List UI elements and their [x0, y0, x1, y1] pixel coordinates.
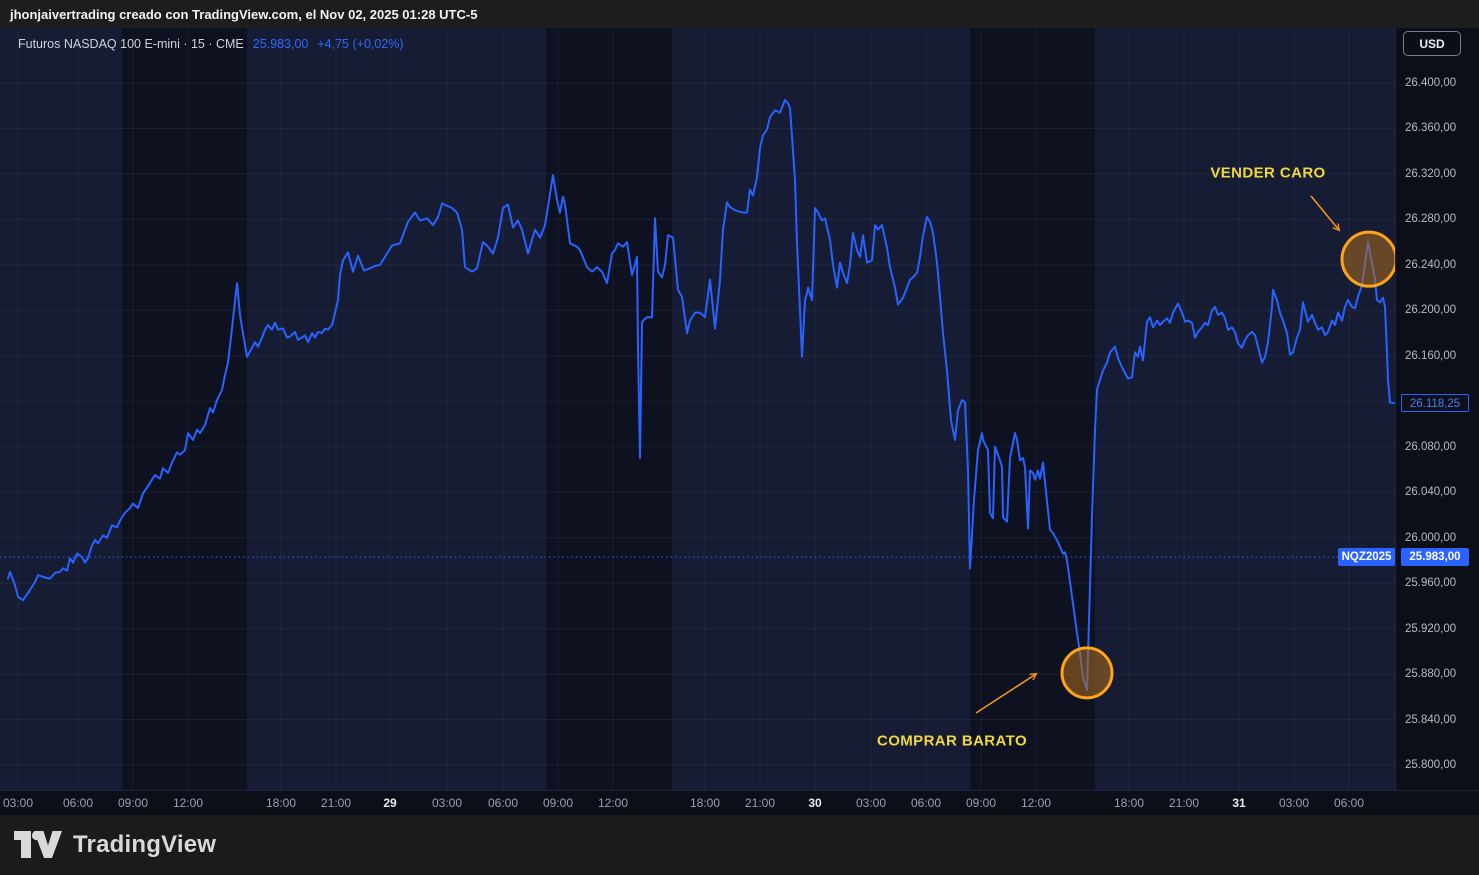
tradingview-logo-icon[interactable]: [14, 831, 63, 859]
currency-toggle-button[interactable]: USD: [1403, 31, 1461, 56]
tradingview-wordmark[interactable]: TradingView: [73, 831, 217, 858]
footer-bar: TradingView: [0, 815, 1479, 875]
time-tick-label: 12:00: [172, 796, 204, 810]
price-tick-label: 25.960,00: [1405, 577, 1457, 590]
price-tick-label: 25.920,00: [1405, 622, 1457, 635]
price-tick-label: 25.840,00: [1405, 713, 1457, 726]
time-tick-label: 09:00: [542, 796, 574, 810]
time-tick-label: 06:00: [62, 796, 94, 810]
price-tick-label: 26.280,00: [1405, 213, 1457, 226]
price-line-series[interactable]: [7, 99, 1395, 691]
time-tick-label: 18:00: [1113, 796, 1145, 810]
price-tick-label: 26.000,00: [1405, 531, 1457, 544]
price-tick-label: 26.320,00: [1405, 167, 1457, 180]
time-tick-label: 21:00: [744, 796, 776, 810]
time-tick-label: 06:00: [487, 796, 519, 810]
session-band: [122, 28, 247, 790]
price-chart-canvas[interactable]: [0, 28, 1395, 790]
symbol-header: Futuros NASDAQ 100 E-mini · 15 · CME 25.…: [18, 37, 404, 51]
time-tick-label: 21:00: [320, 796, 352, 810]
annotation-text-comprar-barato[interactable]: COMPRAR BARATO: [876, 732, 1028, 750]
time-tick-label: 18:00: [689, 796, 721, 810]
price-tick-label: 26.360,00: [1405, 122, 1457, 135]
price-line-axis-label: 25.983,00: [1401, 547, 1469, 566]
time-tick-label: 12:00: [597, 796, 629, 810]
time-axis[interactable]: 03:00 06:00 09:00 12:00 18:00 21:00 29 03:00 06:…: [0, 790, 1479, 815]
price-tick-label: 25.880,00: [1405, 668, 1457, 681]
attribution-bar: jhonjaivertrading creado con TradingView…: [0, 0, 1479, 28]
time-tick-label: 06:00: [910, 796, 942, 810]
time-tick-label-day: 29: [383, 796, 397, 810]
time-tick-label: 03:00: [431, 796, 463, 810]
time-tick-label-day: 30: [808, 796, 822, 810]
last-price-axis-label: 26.118,25: [1401, 394, 1469, 413]
price-line-symbol-label: NQZ2025: [1338, 547, 1395, 566]
price-tick-label: 26.240,00: [1405, 258, 1457, 271]
time-tick-label: 21:00: [1168, 796, 1200, 810]
time-tick-label: 18:00: [265, 796, 297, 810]
time-tick-label: 09:00: [965, 796, 997, 810]
annotation-arrow-vender-caro[interactable]: [1310, 195, 1339, 230]
price-axis[interactable]: USD 26.400,00 26.360,00 26.320,00 26.280,00…: [1395, 28, 1479, 790]
time-tick-label: 03:00: [855, 796, 887, 810]
time-tick-label: 12:00: [1020, 796, 1052, 810]
symbol-change: +4,75 (+0,02%): [317, 37, 404, 51]
price-tick-label: 26.160,00: [1405, 349, 1457, 362]
price-tick-label: 26.400,00: [1405, 77, 1457, 89]
annotation-circle-comprar-barato[interactable]: [1060, 646, 1114, 700]
time-tick-label: 03:00: [2, 796, 34, 810]
time-tick-label: 03:00: [1278, 796, 1310, 810]
annotation-circle-vender-caro[interactable]: [1340, 230, 1395, 288]
symbol-title[interactable]: Futuros NASDAQ 100 E-mini · 15 · CME: [18, 37, 244, 51]
annotation-arrow-comprar-barato[interactable]: [975, 674, 1036, 714]
attribution-text: jhonjaivertrading creado con TradingView…: [10, 6, 478, 22]
price-tick-label: 26.080,00: [1405, 440, 1457, 453]
price-tick-label: 26.200,00: [1405, 304, 1457, 317]
price-tick-label: 25.800,00: [1405, 759, 1457, 771]
symbol-last-price: 25.983,00: [252, 37, 309, 51]
time-tick-label: 06:00: [1333, 796, 1365, 810]
price-tick-label: 26.040,00: [1405, 486, 1457, 499]
annotation-text-vender-caro[interactable]: VENDER CARO: [1210, 164, 1326, 182]
time-tick-label: 09:00: [117, 796, 149, 810]
time-tick-label-day: 31: [1232, 796, 1246, 810]
session-band: [546, 28, 672, 790]
chart-pane[interactable]: Futuros NASDAQ 100 E-mini · 15 · CME 25.…: [0, 28, 1395, 790]
